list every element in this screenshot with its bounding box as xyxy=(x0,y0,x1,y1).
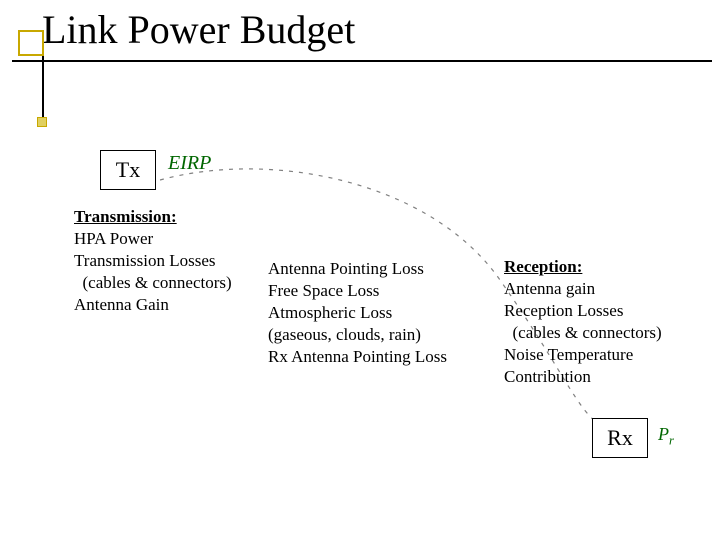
rx-label: Rx xyxy=(607,427,633,449)
reception-line: (cables & connectors) xyxy=(504,322,662,344)
path-line: Free Space Loss xyxy=(268,280,447,302)
title-underline xyxy=(12,60,712,62)
title-vertical-rule xyxy=(42,52,44,124)
path-line: Antenna Pointing Loss xyxy=(268,258,447,280)
transmission-line: Transmission Losses xyxy=(74,250,232,272)
path-line: (gaseous, clouds, rain) xyxy=(268,324,447,346)
accent-square-small xyxy=(37,117,47,127)
reception-line: Noise Temperature xyxy=(504,344,662,366)
transmission-line: HPA Power xyxy=(74,228,232,250)
path-line: Rx Antenna Pointing Loss xyxy=(268,346,447,368)
reception-block: Reception: Antenna gain Reception Losses… xyxy=(504,256,662,389)
slide-title: Link Power Budget xyxy=(42,6,355,53)
tx-box: Tx xyxy=(100,150,156,190)
reception-line: Antenna gain xyxy=(504,278,662,300)
transmission-heading: Transmission: xyxy=(74,206,232,228)
accent-square-large xyxy=(18,30,44,56)
rx-box: Rx xyxy=(592,418,648,458)
reception-line: Contribution xyxy=(504,366,662,388)
pr-label: Pr xyxy=(658,424,674,449)
eirp-label: EIRP xyxy=(168,152,211,175)
reception-heading: Reception: xyxy=(504,256,662,278)
path-loss-block: Antenna Pointing Loss Free Space Loss At… xyxy=(268,258,447,368)
tx-label: Tx xyxy=(116,159,140,181)
transmission-line: (cables & connectors) xyxy=(74,272,232,294)
transmission-block: Transmission: HPA Power Transmission Los… xyxy=(74,206,232,316)
transmission-line: Antenna Gain xyxy=(74,294,232,316)
path-line: Atmospheric Loss xyxy=(268,302,447,324)
reception-line: Reception Losses xyxy=(504,300,662,322)
